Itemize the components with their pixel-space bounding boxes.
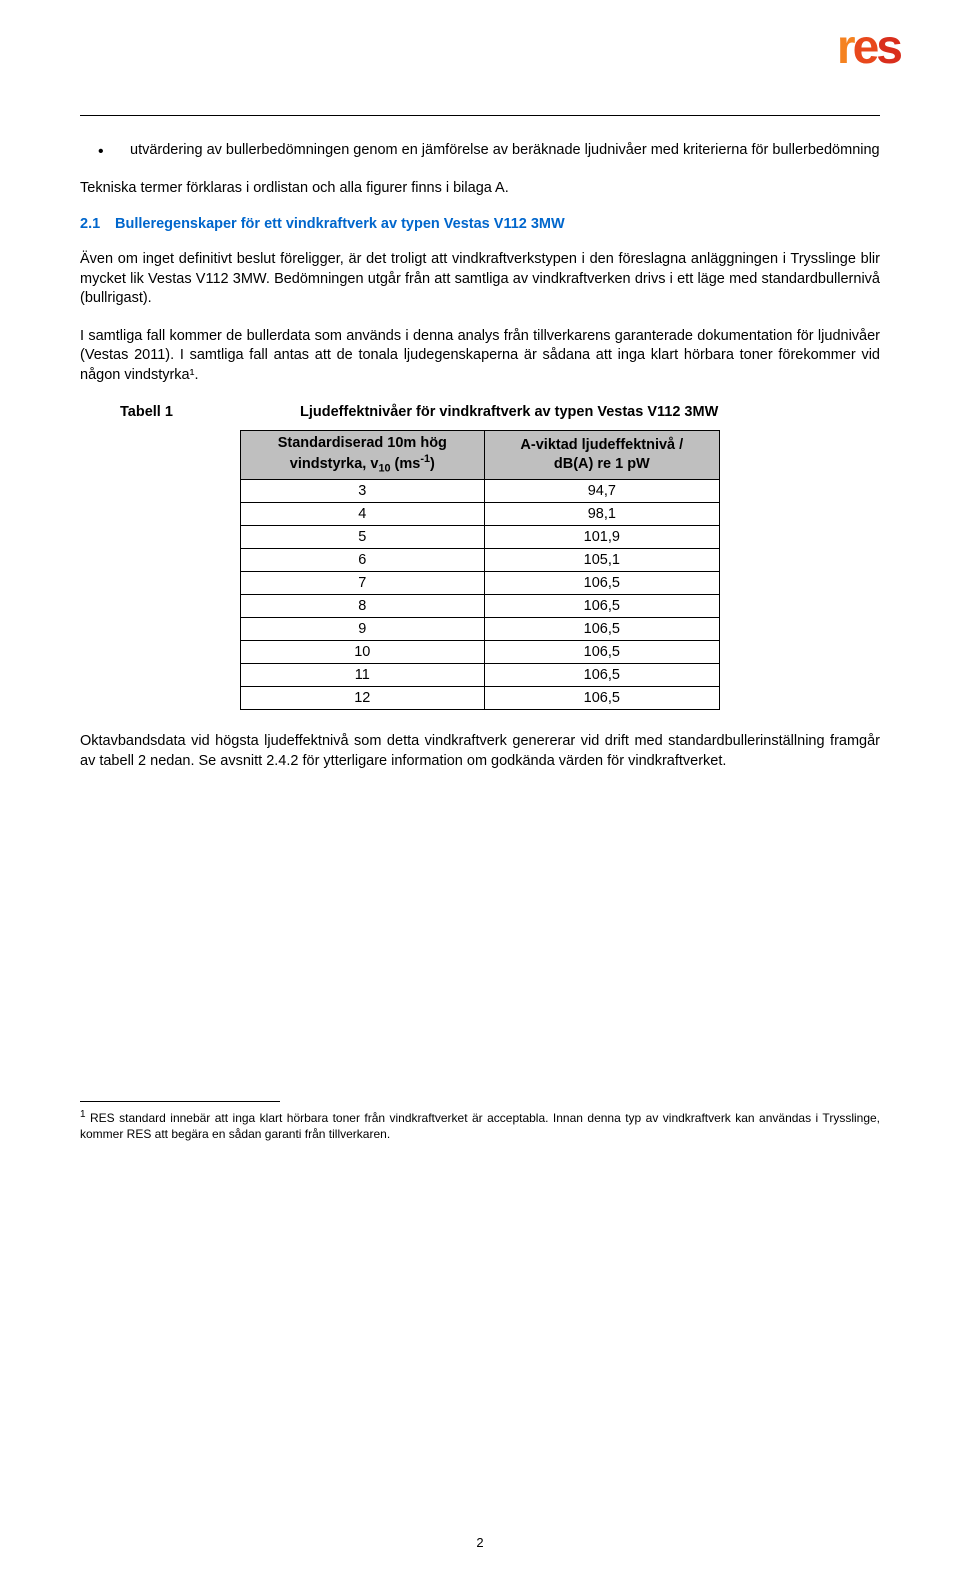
paragraph-1: Tekniska termer förklaras i ordlistan oc…	[80, 179, 880, 199]
logo-e: e	[853, 21, 877, 74]
footnote: 1 RES standard innebär att inga klart hö…	[80, 1108, 880, 1142]
table-row: 11106,5	[241, 664, 720, 687]
table-cell: 10	[241, 641, 485, 664]
header-rule	[80, 115, 880, 116]
table-header-2: A-viktad ljudeffektnivå / dB(A) re 1 pW	[484, 430, 719, 480]
table-cell: 12	[241, 687, 485, 710]
table-row: 9106,5	[241, 618, 720, 641]
table-cell: 9	[241, 618, 485, 641]
table-label: Tabell 1	[120, 404, 300, 420]
paragraph-2: Även om inget definitivt beslut föreligg…	[80, 250, 880, 309]
section-number: 2.1	[80, 216, 115, 232]
table-cell: 94,7	[484, 480, 719, 503]
bullet-text: utvärdering av bullerbedömningen genom e…	[130, 142, 880, 158]
table-caption: Tabell 1Ljudeffektnivåer för vindkraftve…	[80, 404, 880, 420]
sound-level-table: Standardiserad 10m hög vindstyrka, v10 (…	[240, 430, 720, 711]
paragraph-3: I samtliga fall kommer de bullerdata som…	[80, 327, 880, 386]
table-cell: 98,1	[484, 503, 719, 526]
res-logo: res	[837, 20, 900, 75]
table-header-row: Standardiserad 10m hög vindstyrka, v10 (…	[241, 430, 720, 480]
table-cell: 5	[241, 526, 485, 549]
table-row: 394,7	[241, 480, 720, 503]
table-row: 10106,5	[241, 641, 720, 664]
footnote-separator	[80, 1101, 280, 1102]
table-cell: 7	[241, 572, 485, 595]
table-cell: 11	[241, 664, 485, 687]
section-title: Bulleregenskaper för ett vindkraftverk a…	[115, 216, 565, 232]
table-cell: 106,5	[484, 618, 719, 641]
table-header-1: Standardiserad 10m hög vindstyrka, v10 (…	[241, 430, 485, 480]
page-number: 2	[0, 1535, 960, 1550]
section-heading: 2.1Bulleregenskaper för ett vindkraftver…	[80, 216, 880, 232]
table-cell: 8	[241, 595, 485, 618]
table-cell: 3	[241, 480, 485, 503]
table-row: 6105,1	[241, 549, 720, 572]
table-row: 498,1	[241, 503, 720, 526]
table-cell: 106,5	[484, 664, 719, 687]
table-cell: 106,5	[484, 572, 719, 595]
table-cell: 105,1	[484, 549, 719, 572]
table-cell: 106,5	[484, 687, 719, 710]
table-cell: 4	[241, 503, 485, 526]
bullet-marker: •	[98, 141, 104, 163]
page-content: • utvärdering av bullerbedömningen genom…	[0, 0, 960, 1183]
bullet-item: • utvärdering av bullerbedömningen genom…	[130, 141, 880, 161]
table-title: Ljudeffektnivåer för vindkraftverk av ty…	[300, 404, 718, 420]
table-row: 12106,5	[241, 687, 720, 710]
logo-r: r	[837, 21, 853, 74]
table-cell: 106,5	[484, 595, 719, 618]
table-row: 8106,5	[241, 595, 720, 618]
paragraph-4: Oktavbandsdata vid högsta ljudeffektnivå…	[80, 732, 880, 771]
table-row: 5101,9	[241, 526, 720, 549]
table-row: 7106,5	[241, 572, 720, 595]
table-cell: 101,9	[484, 526, 719, 549]
table-cell: 6	[241, 549, 485, 572]
footnote-text: RES standard innebär att inga klart hörb…	[80, 1111, 880, 1141]
table-cell: 106,5	[484, 641, 719, 664]
logo-s: s	[876, 21, 900, 74]
